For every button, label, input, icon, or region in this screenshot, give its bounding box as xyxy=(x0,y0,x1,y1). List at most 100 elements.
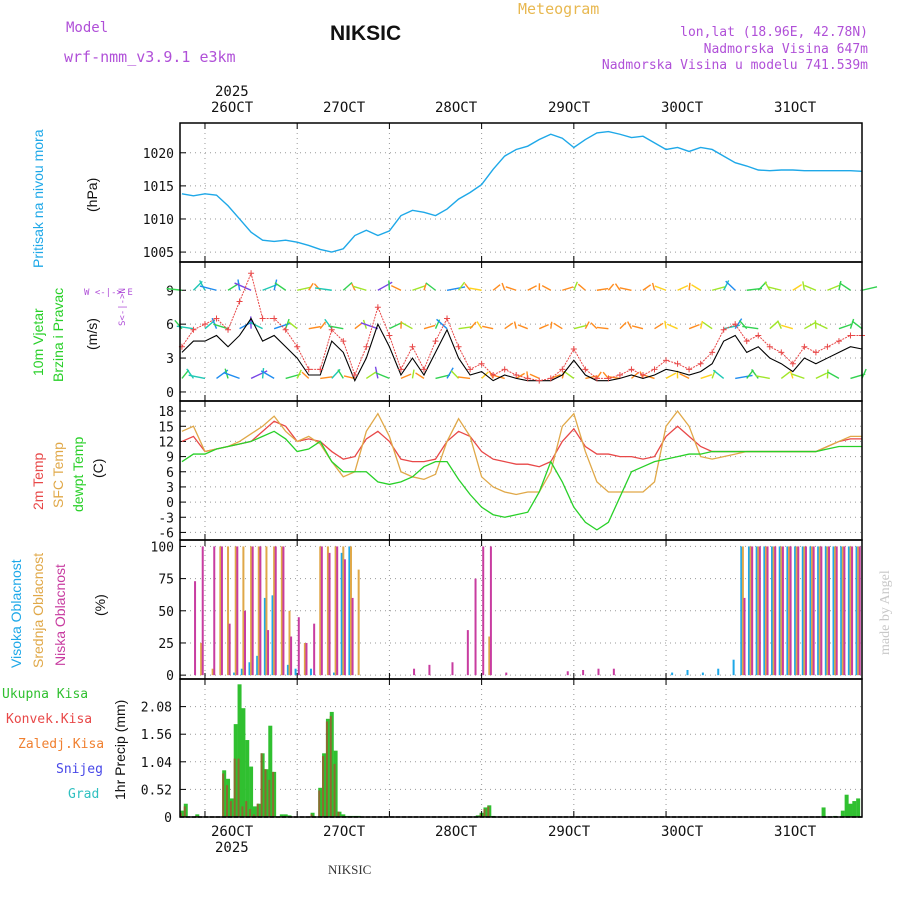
high-cloud-bar xyxy=(248,662,251,676)
precip-convective-bar xyxy=(272,771,275,817)
wind-arrow xyxy=(631,371,640,379)
wind-arrow xyxy=(573,324,588,330)
mid-cloud-bar xyxy=(227,546,230,676)
pressure-tick: 1020 xyxy=(143,147,174,162)
wind-tick: 3 xyxy=(166,352,174,367)
gust-mark xyxy=(225,326,232,333)
mid-cloud-bar xyxy=(849,546,852,676)
wind-arrow xyxy=(435,374,451,380)
wind-arrow xyxy=(352,285,367,291)
wind-arrow xyxy=(654,322,664,330)
wind-arrow xyxy=(699,320,704,329)
wind-arrow xyxy=(827,371,840,380)
precip-total-bar xyxy=(241,708,246,817)
page-title: NIKSIC xyxy=(330,22,402,45)
high-cloud-bar xyxy=(286,664,289,676)
wind-arrow xyxy=(296,369,302,379)
wind-arrow xyxy=(446,367,454,379)
wind-arrow xyxy=(619,287,632,291)
precip-tick: 0 xyxy=(164,811,172,826)
high-cloud-bar xyxy=(747,546,750,676)
wind-arrow xyxy=(469,321,477,330)
mid-cloud-bar xyxy=(803,546,806,676)
precip-convective-bar xyxy=(318,790,321,817)
wind-arrow xyxy=(181,369,190,379)
high-cloud-bar xyxy=(309,668,312,676)
coords: lon,lat (18.96E, 42.78N) xyxy=(680,25,868,40)
mid-cloud-bar xyxy=(200,642,203,676)
wind-arrow xyxy=(515,372,525,379)
pressure-tick: 1010 xyxy=(143,213,174,228)
high-cloud-bar xyxy=(840,546,843,676)
precip-convective-bar xyxy=(260,753,263,817)
wind-arrow xyxy=(425,282,436,291)
wind-arrow xyxy=(792,284,803,291)
precip-tick: 2.08 xyxy=(141,701,172,716)
wind-arrow xyxy=(665,372,677,380)
legend-total: Ukupna Kisa xyxy=(2,687,89,702)
wind-arrow xyxy=(401,322,413,330)
wind-arrow xyxy=(712,369,725,379)
gust-mark xyxy=(513,372,520,379)
gust-mark xyxy=(201,321,208,328)
low-cloud-bar xyxy=(351,597,354,676)
mid-cloud-bar xyxy=(749,546,752,676)
model-elevation: Nadmorska Visina u modelu 741.539m xyxy=(601,58,868,73)
date-bottom-5: 31OCT xyxy=(774,824,817,840)
precip-total-bar xyxy=(195,814,200,817)
wind-arrow xyxy=(365,371,377,379)
wind-arrow xyxy=(308,282,314,291)
gust-mark xyxy=(351,372,358,379)
precip-convective-bar xyxy=(322,755,325,817)
gust-mark xyxy=(628,366,635,373)
wind-arrow xyxy=(213,323,229,330)
mid-cloud-bar xyxy=(242,546,245,676)
precip-convective-bar xyxy=(487,806,490,817)
low-cloud-bar xyxy=(566,671,569,676)
date-bottom-0: 26OCT xyxy=(211,824,254,840)
mid-cloud-bar xyxy=(857,546,860,676)
gust-mark xyxy=(420,366,427,373)
gust-mark xyxy=(732,321,739,328)
date-top-2: 28OCT xyxy=(435,100,478,116)
precip-total-bar xyxy=(268,725,273,817)
wind-arrow xyxy=(577,283,586,291)
low-cloud-bar xyxy=(328,552,331,676)
wind-arrow xyxy=(476,321,483,330)
wind-arrow xyxy=(481,371,489,379)
low-cloud-bar xyxy=(413,668,416,676)
wind-arrow xyxy=(301,371,310,379)
wind-arrow xyxy=(679,372,690,380)
wind-arrow xyxy=(446,286,466,291)
wind-arrow xyxy=(839,282,851,291)
wind-arrow xyxy=(492,284,501,291)
wind-arrow xyxy=(188,374,206,380)
temp-tick: 18 xyxy=(158,405,174,420)
wind-arrow xyxy=(199,285,217,291)
high-cloud-bar xyxy=(271,595,274,676)
gust-mark xyxy=(570,346,577,353)
high-cloud-bar xyxy=(832,546,835,676)
wind-arrow xyxy=(389,321,403,330)
low-cloud-bar xyxy=(336,546,339,676)
wind-arrow xyxy=(764,281,771,291)
precip-total-bar xyxy=(287,815,292,817)
precip-total-bar xyxy=(852,801,857,817)
cloud-tick: 0 xyxy=(166,669,174,684)
mid-cloud-bar xyxy=(280,546,283,676)
precip-convective-bar xyxy=(229,801,232,817)
gust-mark xyxy=(559,366,566,373)
wind-arrow xyxy=(851,320,863,330)
pressure-tick: 1005 xyxy=(143,246,174,261)
wind-arrow xyxy=(780,371,791,379)
wind-arrow xyxy=(186,368,195,379)
precip-tick: 0.52 xyxy=(141,783,172,798)
gust-mark xyxy=(305,366,312,373)
wind-tick: 9 xyxy=(166,284,174,299)
wind-arrow xyxy=(337,369,344,379)
mid-cloud-bar xyxy=(841,546,844,676)
precip-total-bar xyxy=(840,810,845,817)
high-cloud-bar xyxy=(732,659,735,676)
precip-convective-bar xyxy=(268,779,271,817)
